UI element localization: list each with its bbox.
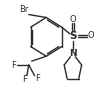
Text: O: O xyxy=(70,15,76,24)
Text: S: S xyxy=(69,31,77,41)
Text: F: F xyxy=(11,61,16,70)
Text: Br: Br xyxy=(19,5,29,14)
Text: F: F xyxy=(35,74,40,83)
Text: N: N xyxy=(69,49,77,58)
Text: F: F xyxy=(22,75,27,84)
Text: O: O xyxy=(87,31,94,40)
